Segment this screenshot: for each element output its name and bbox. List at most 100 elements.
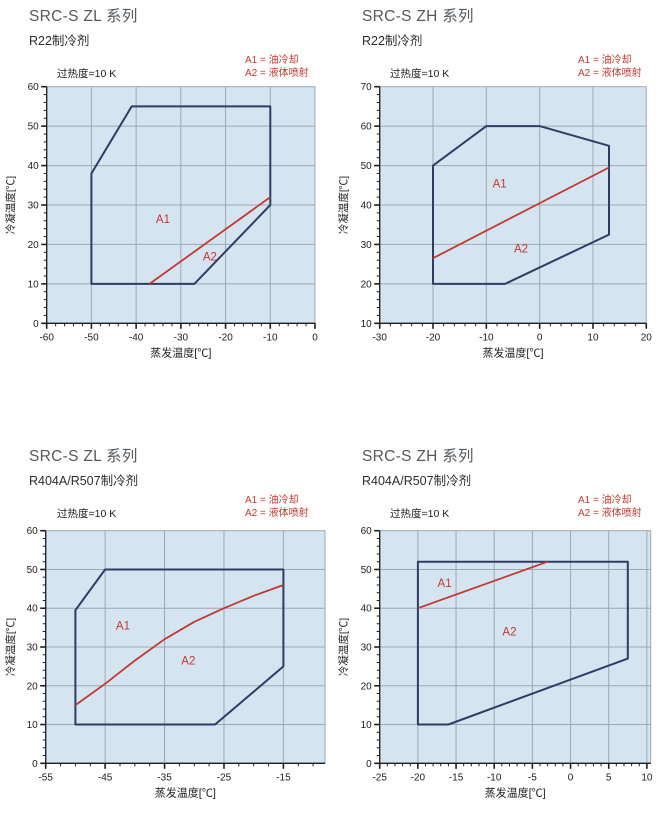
divider-line [74, 584, 284, 706]
y-tick-label: 60 [27, 526, 39, 537]
x-tick-label: 0 [537, 332, 543, 343]
y-tick-label: 30 [361, 643, 373, 654]
region-label: A2 [502, 626, 516, 638]
grid-layer [379, 530, 651, 764]
y-tick-label: 20 [27, 681, 39, 692]
envelope-plot-zl-r22: -60 -50 -40 -30 -20 -10 0 0 10 20 30 40 50 60 A1 A2 蒸发温度… [4, 82, 318, 359]
y-tick-label: 60 [361, 122, 373, 133]
y-tick-label: 50 [27, 565, 39, 576]
y-tick-label: 10 [361, 319, 373, 330]
x-tick-label: -40 [129, 332, 144, 343]
x-tick-label: -10 [487, 772, 502, 783]
x-axis-title: 蒸发温度[℃] [485, 785, 546, 799]
legend-entry-a1: A1 = 油冷却 [578, 55, 632, 66]
x-tick-label: 0 [312, 332, 318, 343]
legend-entry-a1: A1 = 油冷却 [245, 495, 299, 506]
legend-entry-a2: A2 = 液体喷射 [578, 508, 642, 519]
y-tick-label: 20 [361, 279, 373, 290]
divider-line [417, 560, 548, 610]
axes-layer [374, 529, 651, 769]
envelope-outline [74, 568, 285, 726]
x-tick-label: -15 [276, 772, 291, 783]
envelope-outline [432, 125, 610, 285]
x-tick-label: -20 [426, 332, 441, 343]
chart-legend: A1 = 油冷却 A2 = 液体喷射 [245, 54, 309, 80]
y-tick-label: 60 [361, 526, 373, 537]
x-tick-label: 10 [587, 332, 599, 343]
x-tick-label: 5 [606, 772, 612, 783]
x-tick-label: -25 [372, 772, 387, 783]
chart-panel-zh-r404a: SRC-S ZH 系列 R404A/R507制冷剂 A1 = 油冷却 A2 = … [333, 440, 665, 814]
region-label: A1 [493, 178, 507, 190]
chart-title: SRC-S ZH 系列 [362, 8, 474, 25]
x-tick-label: -5 [528, 772, 537, 783]
envelope-plot-zh-r404a: -25 -20 -15 -10 -5 0 5 10 0 10 20 30 40 50 60 A1 A2 蒸发温度[… [337, 526, 653, 799]
region-label: A1 [438, 578, 452, 590]
legend-entry-a1: A1 = 油冷却 [245, 55, 299, 66]
x-tick-label: -20 [218, 332, 233, 343]
legend-entry-a2: A2 = 液体喷射 [245, 68, 309, 79]
y-tick-label: 60 [28, 82, 40, 93]
x-tick-label: 20 [641, 332, 653, 343]
tick-labels: -25 -20 -15 -10 -5 0 5 10 0 10 20 30 40 50 60 [361, 526, 653, 783]
x-tick-label: -35 [157, 772, 172, 783]
legend-entry-a2: A2 = 液体喷射 [245, 508, 309, 519]
x-tick-label: -30 [174, 332, 189, 343]
y-tick-label: 70 [361, 82, 373, 93]
x-tick-label: -15 [449, 772, 464, 783]
y-tick-label: 40 [361, 201, 373, 212]
chart-legend: A1 = 油冷却 A2 = 液体喷射 [578, 54, 642, 80]
x-tick-label: -20 [411, 772, 426, 783]
chart-subtitle: R404A/R507制冷剂 [362, 474, 472, 488]
chart-subtitle: R404A/R507制冷剂 [29, 474, 139, 488]
region-label: A1 [156, 214, 170, 226]
y-tick-label: 10 [28, 279, 40, 290]
chart-legend: A1 = 油冷却 A2 = 液体喷射 [578, 494, 642, 520]
y-axis-title: 冷凝温度[℃] [337, 176, 350, 234]
region-label: A2 [514, 243, 528, 255]
tick-labels: -30 -20 -10 0 10 20 10 20 30 40 50 60 70 [361, 82, 653, 343]
y-tick-label: 40 [27, 604, 39, 615]
y-tick-label: 20 [28, 240, 40, 251]
x-tick-label: -30 [372, 332, 387, 343]
axes-layer [40, 529, 325, 769]
y-tick-label: 50 [361, 161, 373, 172]
chart-legend: A1 = 油冷却 A2 = 液体喷射 [245, 494, 309, 520]
y-tick-label: 10 [27, 720, 39, 731]
divider-line [148, 196, 271, 285]
y-tick-label: 40 [28, 161, 40, 172]
superheat-annotation: 过热度=10 K [57, 508, 117, 520]
region-label: A2 [203, 251, 217, 263]
region-label: A1 [116, 621, 130, 633]
chart-subtitle: R22制冷剂 [362, 34, 423, 48]
y-axis-title: 冷凝温度[℃] [4, 618, 17, 676]
y-tick-label: 40 [361, 604, 373, 615]
chart-panel-zh-r22: SRC-S ZH 系列 R22制冷剂 A1 = 油冷却 A2 = 液体喷射 过热… [333, 0, 665, 440]
y-tick-label: 50 [361, 565, 373, 576]
x-axis-title: 蒸发温度[℃] [155, 785, 216, 799]
x-axis-title: 蒸发温度[℃] [150, 345, 211, 359]
y-tick-label: 30 [28, 201, 40, 212]
axes-layer [374, 85, 648, 329]
chart-panel-zl-r404a: SRC-S ZL 系列 R404A/R507制冷剂 A1 = 油冷却 A2 = … [0, 440, 333, 814]
x-tick-label: -25 [217, 772, 232, 783]
envelope-outline [90, 105, 272, 285]
x-axis-title: 蒸发温度[℃] [482, 345, 543, 359]
tick-labels: -55 -45 -35 -25 -15 0 10 20 30 40 50 60 [27, 526, 291, 783]
legend-entry-a1: A1 = 油冷却 [578, 495, 632, 506]
superheat-annotation: 过热度=10 K [390, 508, 450, 520]
envelope-plot-zl-r404a: -55 -45 -35 -25 -15 0 10 20 30 40 50 60 A1 A2 蒸发温度[℃] 冷… [4, 526, 326, 799]
legend-entry-a2: A2 = 液体喷射 [578, 68, 642, 79]
superheat-annotation: 过热度=10 K [390, 68, 450, 80]
axes-layer [41, 85, 316, 329]
y-tick-label: 0 [32, 759, 38, 770]
y-tick-label: 10 [361, 720, 373, 731]
envelope-plot-zh-r22: -30 -20 -10 0 10 20 10 20 30 40 50 60 70 A1 A2 蒸发温度[℃] 冷… [337, 82, 653, 359]
superheat-annotation: 过热度=10 K [57, 68, 117, 80]
region-label: A2 [181, 656, 195, 668]
envelope-outline [416, 560, 629, 726]
y-tick-label: 0 [366, 759, 372, 770]
chart-panel-zl-r22: SRC-S ZL 系列 R22制冷剂 A1 = 油冷却 A2 = 液体喷射 过热… [0, 0, 333, 440]
y-axis-title: 冷凝温度[℃] [4, 176, 17, 234]
